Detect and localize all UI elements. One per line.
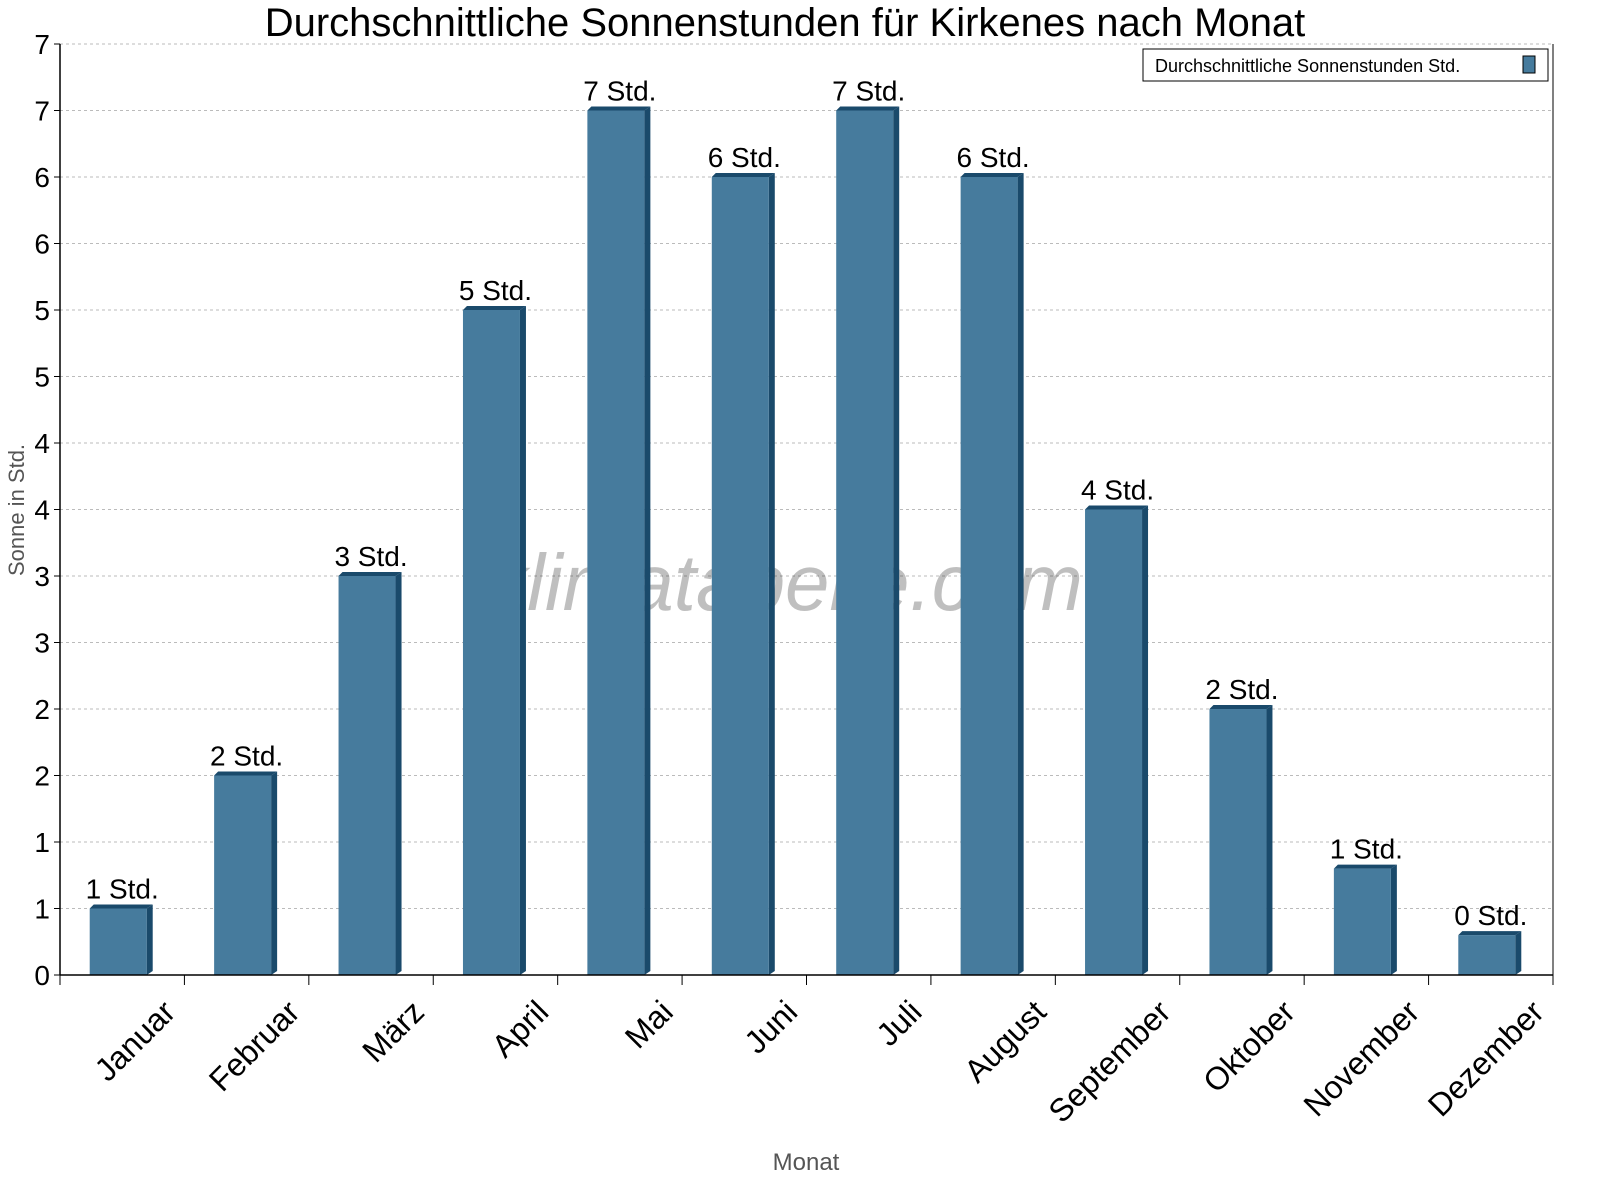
y-tick-label: 1 <box>34 894 50 925</box>
bar-top <box>711 173 775 177</box>
y-tick-label: 2 <box>34 761 50 792</box>
bar-top <box>1085 505 1149 510</box>
x-tick-label: Juni <box>737 993 804 1060</box>
data-label: 6 Std. <box>957 142 1030 173</box>
x-tick-label: September <box>1041 993 1177 1129</box>
bar <box>1458 935 1516 975</box>
bar-side <box>893 106 900 975</box>
bar-side <box>1390 864 1397 975</box>
bar-top <box>960 173 1024 177</box>
y-tick-label: 3 <box>34 561 50 592</box>
bar-top <box>214 771 278 776</box>
y-axis-label: Sonne in Std. <box>4 444 29 576</box>
bar-side <box>1266 705 1273 975</box>
bar-top <box>1458 931 1522 936</box>
bar-top <box>836 106 900 111</box>
bar <box>1333 868 1391 975</box>
bar-top <box>1333 864 1397 869</box>
bar-side <box>1142 505 1149 975</box>
bar <box>89 908 147 975</box>
bar-side <box>1017 173 1024 975</box>
x-tick-label: Mai <box>618 993 680 1055</box>
data-label: 5 Std. <box>459 275 532 306</box>
legend-label: Durchschnittliche Sonnenstunden Std. <box>1155 56 1460 76</box>
x-tick-label: März <box>355 993 431 1069</box>
bar-side <box>271 771 278 975</box>
y-tick-label: 5 <box>34 295 50 326</box>
x-tick-label: Juli <box>869 993 928 1052</box>
bar-side <box>146 904 153 975</box>
bar <box>836 110 894 975</box>
x-tick-label: Januar <box>87 993 182 1088</box>
bar-top <box>89 904 153 909</box>
data-label: 1 Std. <box>86 874 159 905</box>
bar-side <box>644 106 651 975</box>
y-tick-label: 4 <box>34 495 50 526</box>
y-tick-label: 3 <box>34 628 50 659</box>
bar <box>214 775 272 975</box>
bar-side <box>768 173 775 975</box>
data-label: 0 Std. <box>1454 900 1527 931</box>
bar-side <box>395 572 402 975</box>
data-label: 2 Std. <box>210 741 283 772</box>
data-label: 2 Std. <box>1205 674 1278 705</box>
x-tick-label: Februar <box>202 993 307 1098</box>
y-tick-label: 0 <box>34 960 50 991</box>
bar-side <box>1515 931 1522 975</box>
x-tick-label: Dezember <box>1421 993 1551 1123</box>
bar-top <box>338 572 402 576</box>
legend-swatch <box>1522 55 1536 74</box>
y-tick-label: 1 <box>34 827 50 858</box>
bar <box>1209 709 1267 975</box>
y-tick-label: 6 <box>34 162 50 193</box>
bar-top <box>1209 705 1273 709</box>
bar-top <box>462 306 526 310</box>
bar <box>711 177 769 975</box>
y-tick-label: 4 <box>34 428 50 459</box>
bars: 1 Std. 2 Std. 3 Std. 5 Std. 7 Std. 6 Std. 7 St… <box>86 76 1527 975</box>
x-tick-label: April <box>485 993 556 1064</box>
y-tick-label: 2 <box>34 694 50 725</box>
bar-top <box>587 106 651 111</box>
bar <box>587 110 645 975</box>
legend: Durchschnittliche Sonnenstunden Std. <box>1142 48 1549 82</box>
chart-title: Durchschnittliche Sonnenstunden für Kirk… <box>265 1 1306 45</box>
x-tick-label: August <box>957 993 1053 1089</box>
bar <box>338 576 396 975</box>
x-tick-label: November <box>1296 993 1426 1123</box>
x-axis-label: Monat <box>773 1149 840 1176</box>
data-label: 3 Std. <box>334 541 407 572</box>
bar <box>960 177 1018 975</box>
bar-side <box>519 306 526 975</box>
y-tick-label: 6 <box>34 229 50 260</box>
y-tick-label: 5 <box>34 362 50 393</box>
grid-lines <box>60 43 1553 909</box>
bar <box>1085 509 1143 975</box>
bar <box>462 310 520 975</box>
data-label: 4 Std. <box>1081 475 1154 506</box>
x-tick-label: Oktober <box>1196 993 1302 1099</box>
y-tick-label: 7 <box>34 96 50 127</box>
data-label: 6 Std. <box>708 142 781 173</box>
data-label: 1 Std. <box>1330 834 1403 865</box>
data-label: 7 Std. <box>832 76 905 107</box>
y-tick-label: 7 <box>34 29 50 60</box>
data-label: 7 Std. <box>583 76 656 107</box>
